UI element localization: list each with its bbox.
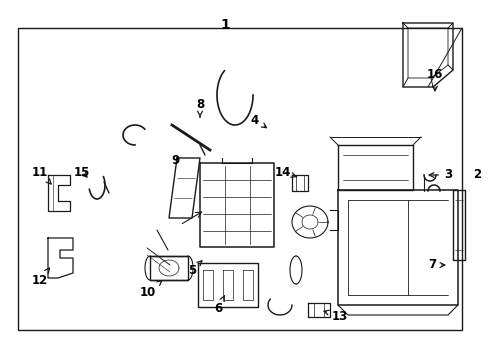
Text: 8: 8 — [196, 99, 204, 117]
Text: 2: 2 — [473, 168, 481, 181]
Text: 5: 5 — [188, 261, 202, 276]
Text: 16: 16 — [427, 68, 443, 91]
Text: 11: 11 — [32, 166, 51, 184]
Text: 12: 12 — [32, 268, 49, 287]
Text: 1: 1 — [220, 18, 230, 32]
Text: 9: 9 — [171, 153, 179, 166]
Text: 15: 15 — [74, 166, 90, 179]
Text: 3: 3 — [429, 168, 452, 181]
Text: 13: 13 — [324, 310, 348, 323]
Text: 4: 4 — [251, 113, 267, 128]
Text: 14: 14 — [275, 166, 297, 179]
Text: 6: 6 — [214, 296, 224, 315]
Bar — [18, 28, 462, 330]
Text: 7: 7 — [428, 258, 445, 271]
Text: 10: 10 — [140, 281, 162, 298]
